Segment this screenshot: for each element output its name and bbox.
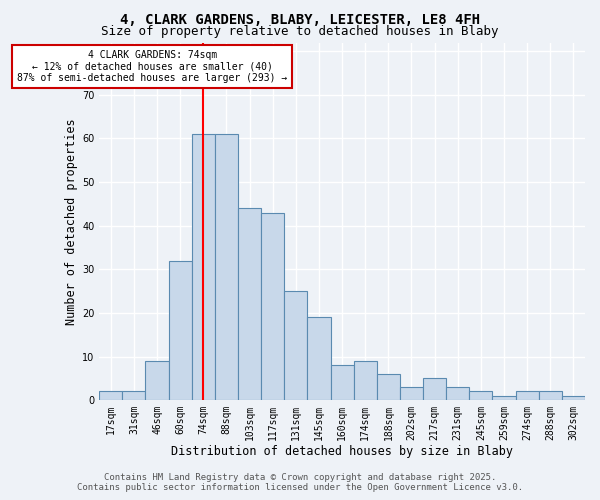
Bar: [539, 392, 562, 400]
Bar: [99, 392, 122, 400]
Bar: [145, 361, 169, 400]
Bar: [562, 396, 585, 400]
Bar: [122, 392, 145, 400]
Text: Size of property relative to detached houses in Blaby: Size of property relative to detached ho…: [101, 25, 499, 38]
Bar: [192, 134, 215, 400]
Bar: [238, 208, 261, 400]
Bar: [215, 134, 238, 400]
Bar: [493, 396, 515, 400]
X-axis label: Distribution of detached houses by size in Blaby: Distribution of detached houses by size …: [171, 444, 513, 458]
Bar: [353, 361, 377, 400]
Bar: [515, 392, 539, 400]
Bar: [377, 374, 400, 400]
Bar: [423, 378, 446, 400]
Y-axis label: Number of detached properties: Number of detached properties: [65, 118, 78, 324]
Text: Contains HM Land Registry data © Crown copyright and database right 2025.
Contai: Contains HM Land Registry data © Crown c…: [77, 473, 523, 492]
Bar: [446, 387, 469, 400]
Bar: [169, 260, 192, 400]
Bar: [331, 366, 353, 400]
Bar: [400, 387, 423, 400]
Text: 4 CLARK GARDENS: 74sqm
← 12% of detached houses are smaller (40)
87% of semi-det: 4 CLARK GARDENS: 74sqm ← 12% of detached…: [17, 50, 287, 83]
Bar: [469, 392, 493, 400]
Bar: [307, 318, 331, 400]
Bar: [261, 212, 284, 400]
Text: 4, CLARK GARDENS, BLABY, LEICESTER, LE8 4FH: 4, CLARK GARDENS, BLABY, LEICESTER, LE8 …: [120, 12, 480, 26]
Bar: [284, 291, 307, 400]
